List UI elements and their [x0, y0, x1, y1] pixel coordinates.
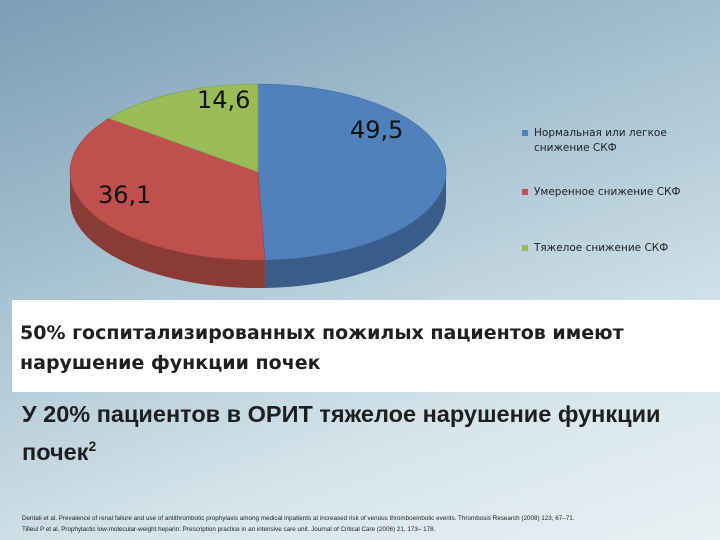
- legend-label: Умеренное снижение СКФ: [534, 186, 681, 198]
- legend-swatch-blue: [522, 130, 528, 136]
- pie-slice-moderate-side: [70, 172, 266, 288]
- data-label-moderate: 36,1: [98, 181, 152, 209]
- pie-chart: [69, 83, 447, 288]
- data-label-severe: 14,6: [197, 86, 251, 114]
- caption-icu-text: У 20% пациентов в ОРИТ тяжелое нарушение…: [22, 401, 661, 465]
- pie-slice-normal: [257, 83, 447, 261]
- pie-slice-severe: [108, 83, 259, 173]
- caption-renal-impairment: 50% госпитализированных пожилых пациенто…: [20, 322, 624, 374]
- legend-swatch-red: [522, 189, 528, 195]
- data-label-normal: 49,5: [350, 116, 404, 144]
- legend-label: Тяжелое снижение СКФ: [534, 242, 669, 254]
- pie-slice-moderate: [69, 118, 266, 261]
- caption-box: [12, 300, 720, 392]
- legend-label: Нормальная или легкое снижение СКФ: [534, 127, 667, 154]
- footnote-marker: 2: [88, 438, 97, 454]
- legend-swatch-green: [522, 245, 528, 251]
- pie-slice-normal-side: [265, 172, 446, 288]
- reference-2: Tilleul P et al. Prophylactic low-molecu…: [22, 526, 436, 533]
- caption-icu: У 20% пациентов в ОРИТ тяжелое нарушение…: [22, 398, 702, 468]
- reference-1: Dentali et al. Prevalence of renal failu…: [22, 515, 575, 522]
- references: Dentali et al. Prevalence of renal failu…: [22, 513, 712, 535]
